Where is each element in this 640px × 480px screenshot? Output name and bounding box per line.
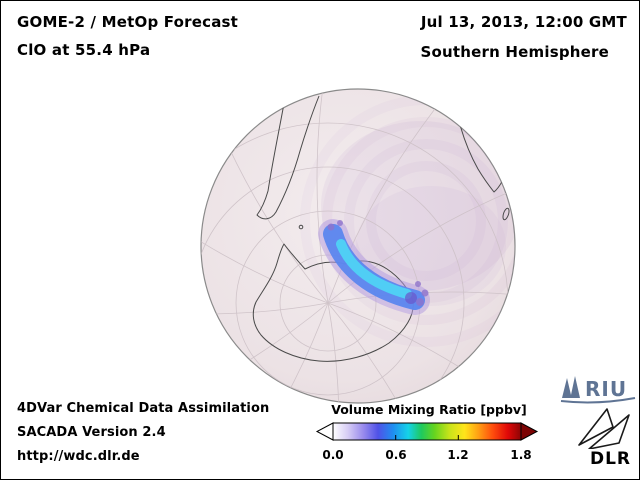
plot-datetime: Jul 13, 2013, 12:00 GMT	[420, 13, 627, 31]
dlr-emblem-wing-2	[588, 414, 630, 449]
clo-plume	[318, 219, 430, 315]
dlr-emblem-wing-1	[578, 408, 614, 446]
riu-logo-text: RIU	[585, 377, 627, 401]
riu-cathedral-icon	[562, 376, 580, 398]
colorbar-right-arrow	[520, 422, 539, 441]
footer-url: http://wdc.dlr.de	[17, 449, 140, 464]
colorbar-left-arrow	[315, 422, 334, 441]
coast-falkland-islands	[298, 224, 304, 230]
plot-title-line2: ClO at 55.4 hPa	[17, 41, 151, 59]
coast-south-america	[256, 95, 320, 220]
clo-haze	[300, 95, 515, 347]
colorbar-tick-3: 1.8	[510, 448, 532, 462]
graticule	[201, 89, 515, 403]
plot-title-line1: GOME-2 / MetOp Forecast	[17, 13, 239, 31]
riu-logo-swoosh	[560, 397, 636, 404]
colorbar-tick-marks	[395, 435, 459, 440]
footer-version: SACADA Version 2.4	[17, 425, 166, 440]
plume-fringe-cells	[327, 220, 429, 306]
plot-region: Southern Hemisphere	[420, 43, 609, 61]
colorbar-tick-2: 1.2	[447, 448, 469, 462]
colorbar-tick-1: 0.6	[385, 448, 407, 462]
colorbar-ramp	[332, 422, 522, 441]
dlr-logo-emblem	[578, 408, 630, 449]
colorbar	[315, 422, 539, 441]
colorbar-tick-0: 0.0	[322, 448, 344, 462]
riu-logo: RIU	[560, 376, 636, 404]
footer-assimilation: 4DVar Chemical Data Assimilation	[17, 401, 270, 416]
plume-deep-cell	[405, 292, 417, 304]
colorbar-title: Volume Mixing Ratio [ppbv]	[331, 402, 527, 417]
coast-madagascar	[502, 207, 510, 221]
plume-core	[336, 239, 412, 299]
dlr-logo-text: DLR	[589, 449, 631, 469]
globe-disc	[200, 88, 516, 404]
